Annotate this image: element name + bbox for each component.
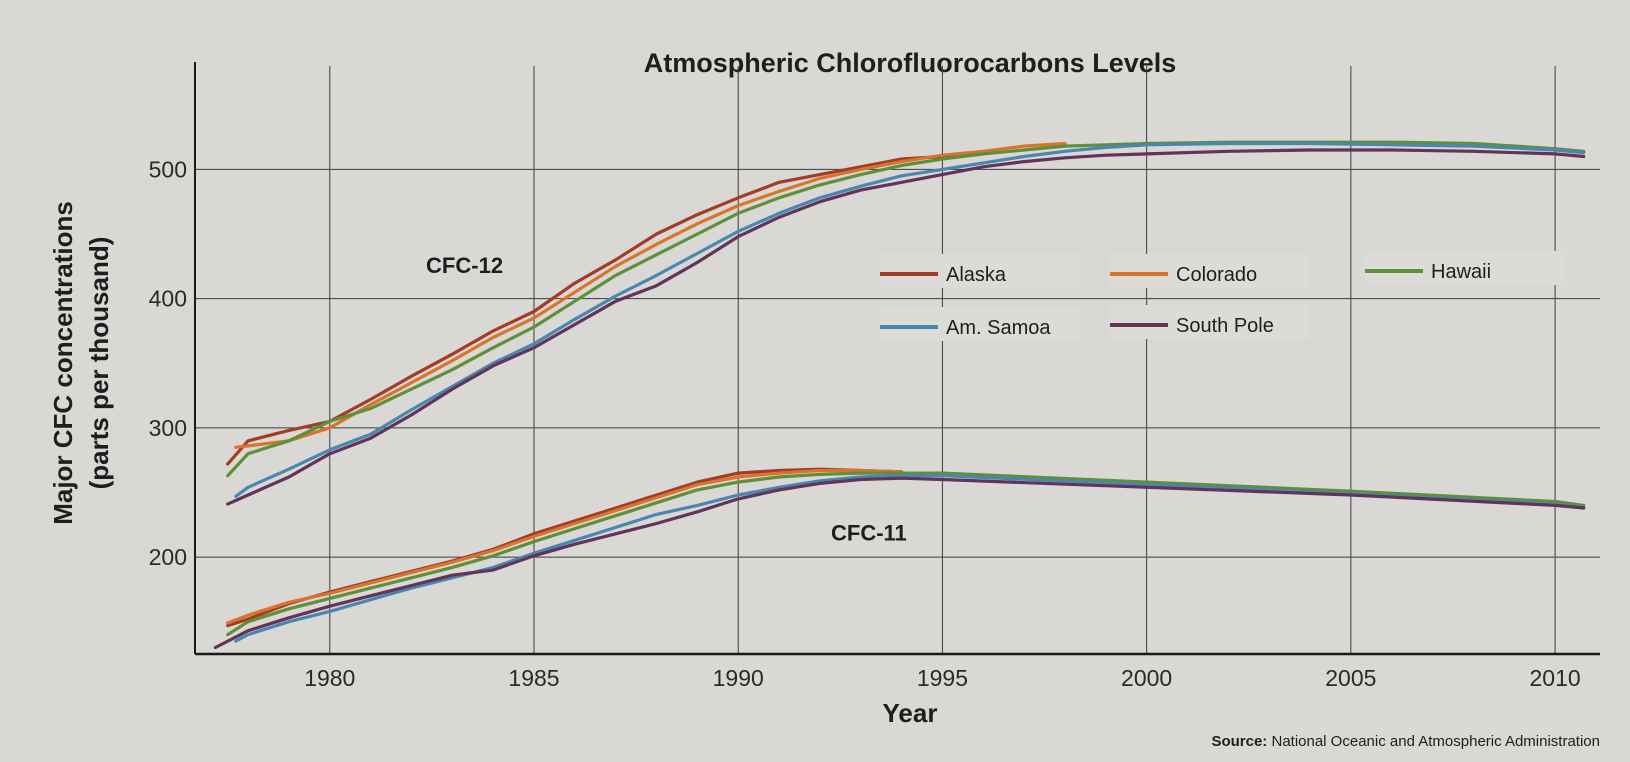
- cfc-11-colorado-line: [226, 468, 904, 625]
- axes: [194, 62, 1600, 656]
- cfc-11-hawaii-line: [226, 471, 1586, 637]
- x-tick-labels: 1980 1985 1990 1995 2000 2005 2010: [304, 665, 1580, 691]
- cfc-11-group: [213, 467, 1586, 650]
- grid: [195, 66, 1600, 654]
- source-note: Source: National Oceanic and Atmospheric…: [1211, 733, 1600, 750]
- annotations: CFC-12 CFC-11: [426, 253, 907, 546]
- legend-bg-hawaii: [1365, 251, 1565, 285]
- source-label: Source:: [1211, 733, 1267, 750]
- x-axis-title: Year: [883, 698, 938, 728]
- legend-label-south-pole: South Pole: [1176, 315, 1274, 337]
- series-lines: [213, 140, 1586, 650]
- y-tick-200: 200: [149, 544, 187, 570]
- x-tick-2000: 2000: [1121, 665, 1172, 691]
- cfc-12-south-pole-line: [226, 148, 1586, 506]
- legend: Alaska Colorado Hawaii Am. Samoa South Pole: [880, 251, 1565, 341]
- cfc-12-label: CFC-12: [426, 253, 503, 278]
- y-tick-labels: 200 300 400 500: [149, 156, 187, 570]
- x-tick-2005: 2005: [1325, 665, 1376, 691]
- cfc-12-group: [226, 140, 1586, 506]
- x-tick-1990: 1990: [713, 665, 764, 691]
- x-tick-2010: 2010: [1529, 665, 1580, 691]
- cfc-12-am-samoa-line: [234, 141, 1586, 498]
- legend-label-colorado: Colorado: [1176, 264, 1257, 286]
- legend-bg-colorado: [1110, 254, 1310, 288]
- y-tick-400: 400: [149, 286, 187, 312]
- source-text: National Oceanic and Atmospheric Adminis…: [1271, 733, 1600, 750]
- y-tick-300: 300: [149, 415, 187, 441]
- legend-bg-alaska: [880, 254, 1080, 288]
- x-tick-1985: 1985: [508, 665, 559, 691]
- y-tick-500: 500: [149, 156, 187, 182]
- cfc-11-am-samoa-line: [234, 474, 1586, 643]
- legend-bg-am-samoa: [880, 307, 1080, 341]
- legend-label-alaska: Alaska: [946, 264, 1007, 286]
- x-tick-1980: 1980: [304, 665, 355, 691]
- y-axis-title-line1: Major CFC concentrations: [48, 201, 78, 525]
- cfc-11-south-pole-line: [213, 476, 1586, 650]
- legend-bg-south-pole: [1110, 305, 1310, 339]
- y-axis-title-line2: (parts per thousand): [84, 237, 114, 490]
- cfc-11-label: CFC-11: [831, 520, 907, 545]
- legend-label-am-samoa: Am. Samoa: [946, 317, 1051, 339]
- chart-title: Atmospheric Chlorofluorocarbons Levels: [644, 48, 1177, 78]
- x-tick-1995: 1995: [917, 665, 968, 691]
- legend-label-hawaii: Hawaii: [1431, 261, 1491, 283]
